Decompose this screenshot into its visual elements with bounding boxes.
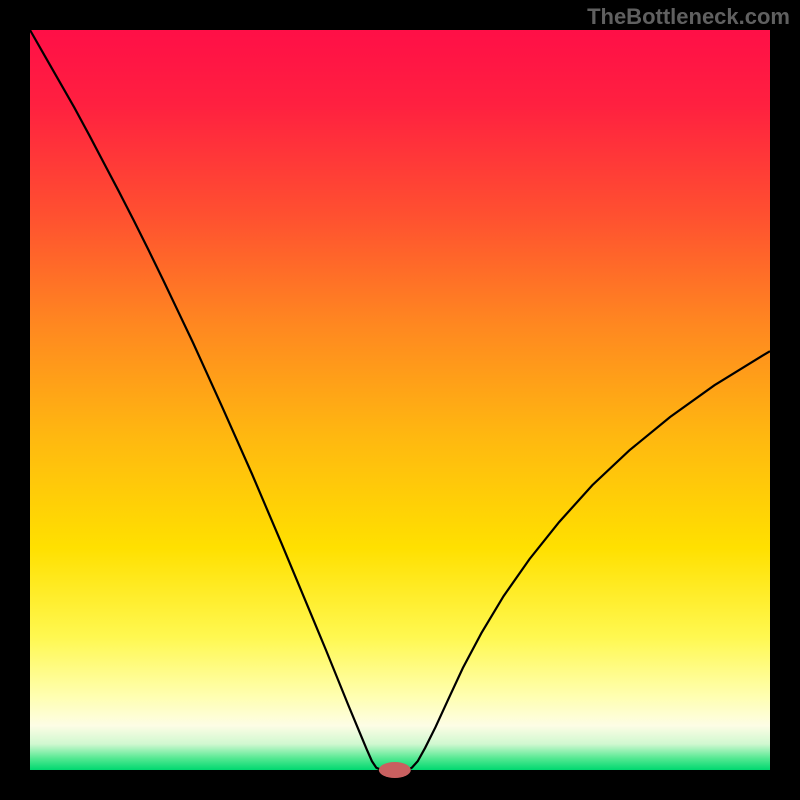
minimum-marker [379, 762, 411, 778]
chart-container: TheBottleneck.com [0, 0, 800, 800]
plot-background [30, 30, 770, 770]
watermark-text: TheBottleneck.com [587, 4, 790, 30]
bottleneck-chart [0, 0, 800, 800]
